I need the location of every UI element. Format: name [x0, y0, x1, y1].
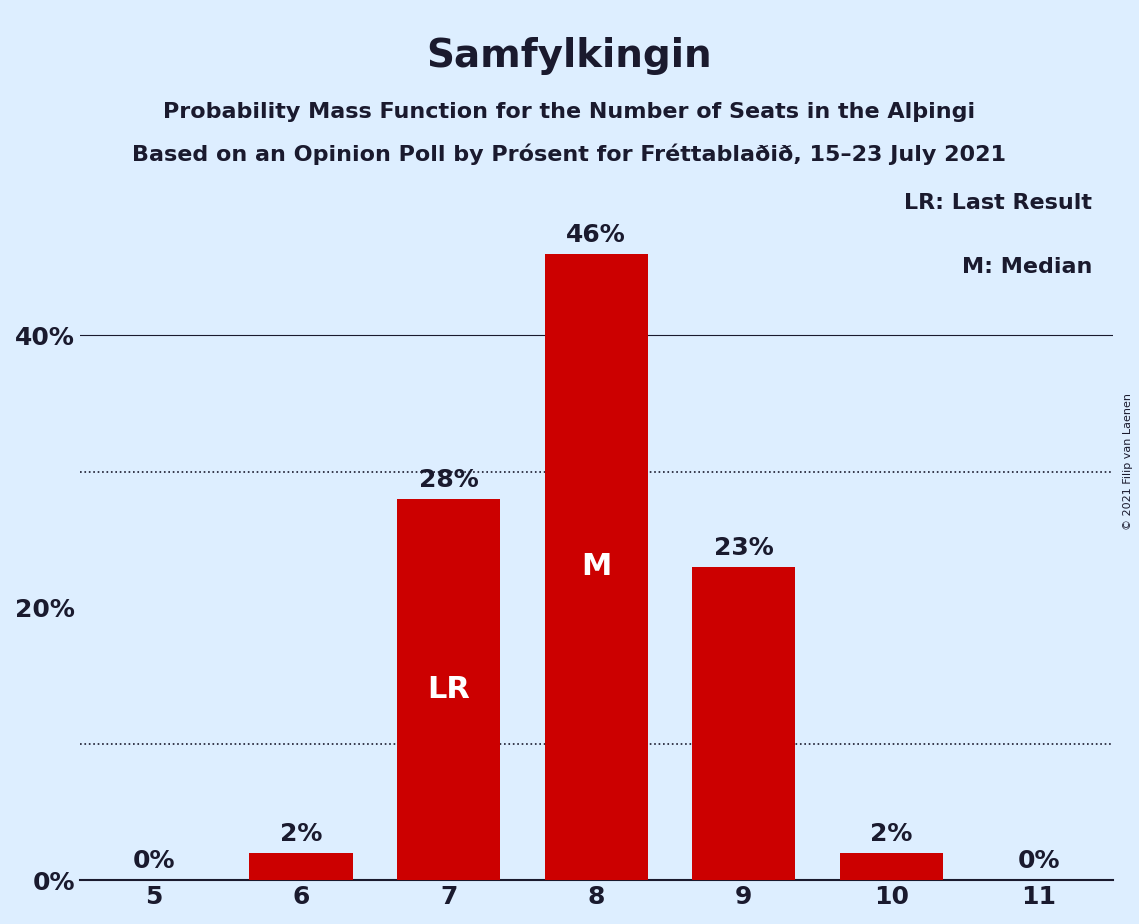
Text: LR: Last Result: LR: Last Result — [904, 193, 1092, 213]
Text: 2%: 2% — [280, 822, 322, 846]
Text: Based on an Opinion Poll by Prósent for Fréttablaðið, 15–23 July 2021: Based on an Opinion Poll by Prósent for … — [132, 143, 1007, 164]
Text: 28%: 28% — [419, 468, 478, 492]
Text: M: M — [581, 553, 612, 581]
Bar — [693, 567, 795, 881]
Text: M: Median: M: Median — [961, 257, 1092, 277]
Text: © 2021 Filip van Laenen: © 2021 Filip van Laenen — [1123, 394, 1133, 530]
Bar — [249, 853, 353, 881]
Text: 46%: 46% — [566, 223, 626, 247]
Bar — [839, 853, 943, 881]
Text: 23%: 23% — [714, 536, 773, 560]
Bar — [398, 499, 500, 881]
Text: 2%: 2% — [870, 822, 912, 846]
Text: 0%: 0% — [1017, 849, 1060, 873]
Text: Probability Mass Function for the Number of Seats in the Alþingi: Probability Mass Function for the Number… — [163, 102, 976, 122]
Text: LR: LR — [427, 675, 470, 704]
Text: 0%: 0% — [132, 849, 174, 873]
Bar — [544, 254, 648, 881]
Text: Samfylkingin: Samfylkingin — [427, 37, 712, 75]
